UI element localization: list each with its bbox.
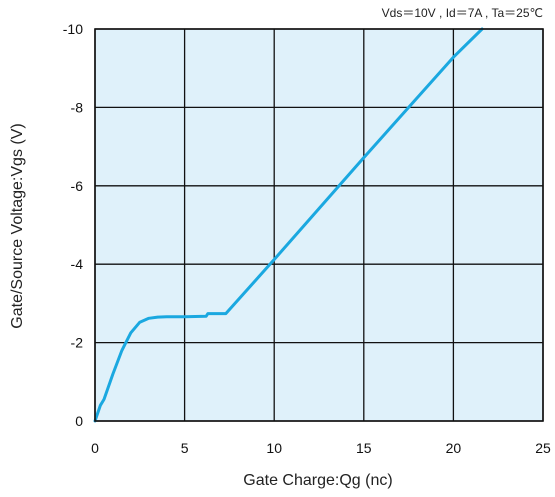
test-conditions-label: Vds＝10V , Id＝7A , Ta＝25℃	[382, 6, 543, 20]
x-tick-label: 25	[535, 440, 551, 456]
y-tick-label: 0	[75, 413, 83, 429]
y-axis-title: Gate/Source Voltage:Vgs (V)	[9, 123, 26, 328]
x-tick-label: 10	[266, 440, 282, 456]
frame-layer	[94, 28, 544, 422]
x-tick-label: 20	[446, 440, 462, 456]
x-tick-label: 15	[356, 440, 372, 456]
plot-frame	[94, 28, 544, 422]
x-tick-labels: 0 5 10 15 20 25	[91, 440, 551, 456]
x-axis-title: Gate Charge:Qg (nc)	[243, 472, 392, 489]
plot-background	[95, 29, 543, 421]
plot-area-layer	[95, 29, 543, 421]
y-tick-label: -4	[71, 256, 84, 272]
series-layer	[93, 27, 484, 423]
y-tick-label: -6	[71, 178, 84, 194]
y-tick-label: -8	[71, 99, 84, 115]
x-tick-label: 5	[181, 440, 189, 456]
y-tick-labels: 0 -2 -4 -6 -8 -10	[63, 21, 83, 429]
y-tick-label: -10	[63, 21, 83, 37]
y-tick-label: -2	[71, 335, 84, 351]
x-tick-label: 0	[91, 440, 99, 456]
series-line-vgs-vs-qg	[93, 27, 484, 423]
